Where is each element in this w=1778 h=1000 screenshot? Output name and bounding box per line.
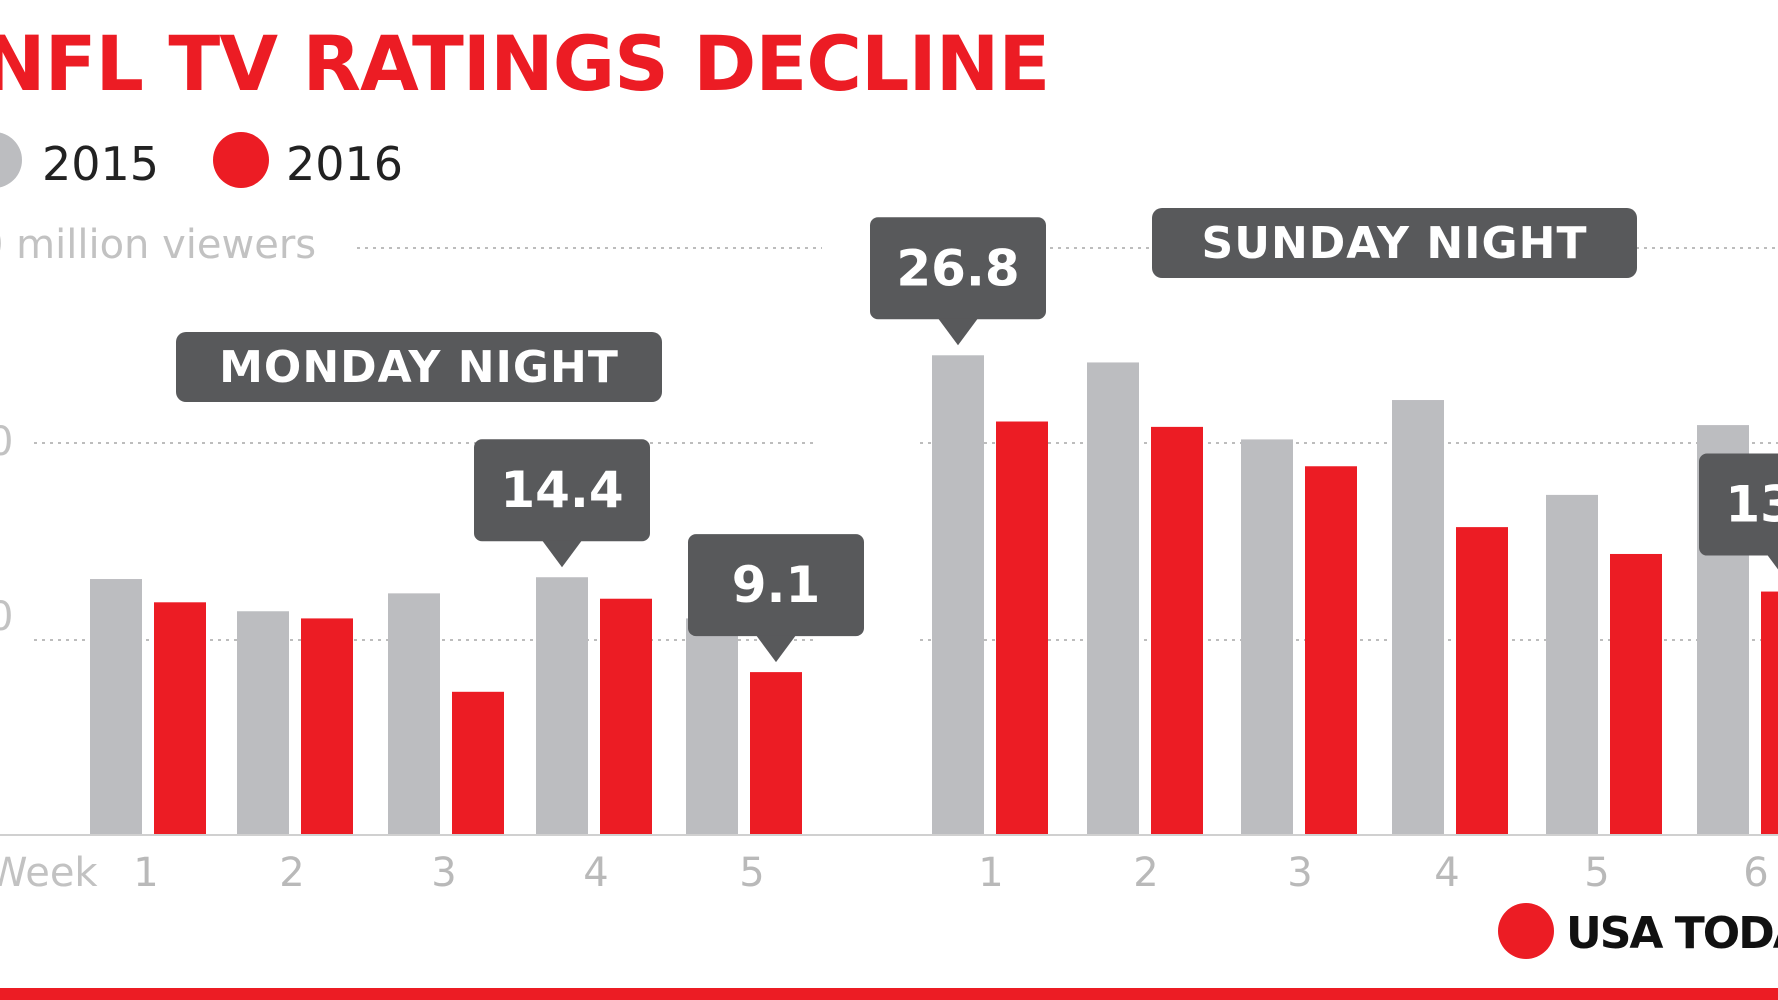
bar-2015 [1241, 439, 1293, 835]
brand-dot [1498, 903, 1554, 959]
x-tick-label: 1 [978, 850, 1003, 896]
bar-2016 [1761, 591, 1778, 835]
value-callout-box [688, 534, 864, 637]
x-tick-label: 4 [583, 850, 608, 896]
brand-logo: USA TODA [1498, 903, 1778, 959]
bar-2015 [1392, 400, 1444, 835]
value-callout-box [474, 439, 650, 542]
bar-2015 [686, 618, 738, 835]
value-callout: 13.6 [1699, 453, 1778, 570]
bar-2015 [237, 611, 289, 835]
bottom-rule [0, 988, 1778, 1000]
group-labels: MONDAY NIGHT SUNDAY NIGHT [176, 208, 1637, 402]
legend-item-2016: 2016 [213, 132, 403, 191]
bar-2016 [452, 691, 504, 835]
group-label: SUNDAY NIGHT [1152, 208, 1637, 278]
value-callout-pointer [1767, 554, 1778, 570]
bar-2016 [750, 672, 802, 835]
group-label: MONDAY NIGHT [176, 332, 662, 402]
group-label-text: MONDAY NIGHT [219, 342, 619, 393]
bar-2015 [932, 355, 984, 835]
bar-2015 [536, 577, 588, 835]
legend-swatch-2015 [0, 132, 22, 188]
legend: 2015 2016 [0, 132, 403, 191]
group-label-box [1152, 208, 1637, 278]
bar-2015 [1087, 362, 1139, 835]
x-tick-label: 2 [279, 850, 304, 896]
x-tick-label: 4 [1434, 850, 1459, 896]
legend-label-2016: 2016 [286, 137, 403, 191]
x-tick-label: 2 [1133, 850, 1158, 896]
value-callout-label: 26.8 [896, 239, 1019, 297]
x-tick-labels: 1 2 3 4 5 1 2 3 4 5 6 [133, 850, 1768, 896]
x-tick-label: 1 [133, 850, 158, 896]
bar-2016 [1610, 553, 1662, 835]
value-callout-label: 13.6 [1725, 476, 1778, 534]
bar-2016 [1151, 426, 1203, 835]
bar-2015 [90, 579, 142, 835]
value-callout-pointer [756, 635, 796, 663]
x-tick-label: 3 [431, 850, 456, 896]
value-callout: 9.1 [688, 534, 864, 663]
value-callout-label: 14.4 [500, 461, 623, 519]
brand-name: USA TODA [1566, 908, 1778, 959]
value-callout-label: 9.1 [732, 556, 821, 614]
group-label-text: SUNDAY NIGHT [1202, 218, 1588, 269]
value-callout-box [1699, 453, 1778, 556]
value-callout-pointer [542, 540, 582, 568]
bar-2016 [600, 598, 652, 835]
value-callout: 26.8 [870, 217, 1046, 346]
bar-2016 [1305, 466, 1357, 835]
bar-2016 [1456, 527, 1508, 835]
bar-2015 [388, 593, 440, 835]
x-tick-label: 5 [1584, 850, 1609, 896]
x-tick-label: 3 [1287, 850, 1312, 896]
x-tick-label: 6 [1743, 850, 1768, 896]
bar-2015 [1546, 494, 1598, 835]
x-tick-label: 5 [739, 850, 764, 896]
bar-2016 [301, 618, 353, 835]
y-tick-label: 0 [0, 594, 13, 640]
chart-title: NFL TV RATINGS DECLINE [0, 19, 1049, 108]
value-callout: 14.4 [474, 439, 650, 568]
legend-swatch-2016 [213, 132, 269, 188]
legend-label-2015: 2015 [42, 137, 159, 191]
bar-2016 [996, 421, 1048, 835]
callouts: 14.4 9.1 26.8 13.6 [474, 217, 1778, 663]
x-axis-label: Week [0, 850, 98, 896]
y-tick-label: 0 [0, 419, 13, 465]
bars [90, 355, 1778, 835]
legend-item-2015: 2015 [0, 132, 159, 191]
bar-2016 [154, 602, 206, 835]
value-callout-box [870, 217, 1046, 320]
group-label-box [176, 332, 662, 402]
y-axis-label: 0 million viewers [0, 222, 316, 268]
value-callout-pointer [938, 318, 978, 346]
